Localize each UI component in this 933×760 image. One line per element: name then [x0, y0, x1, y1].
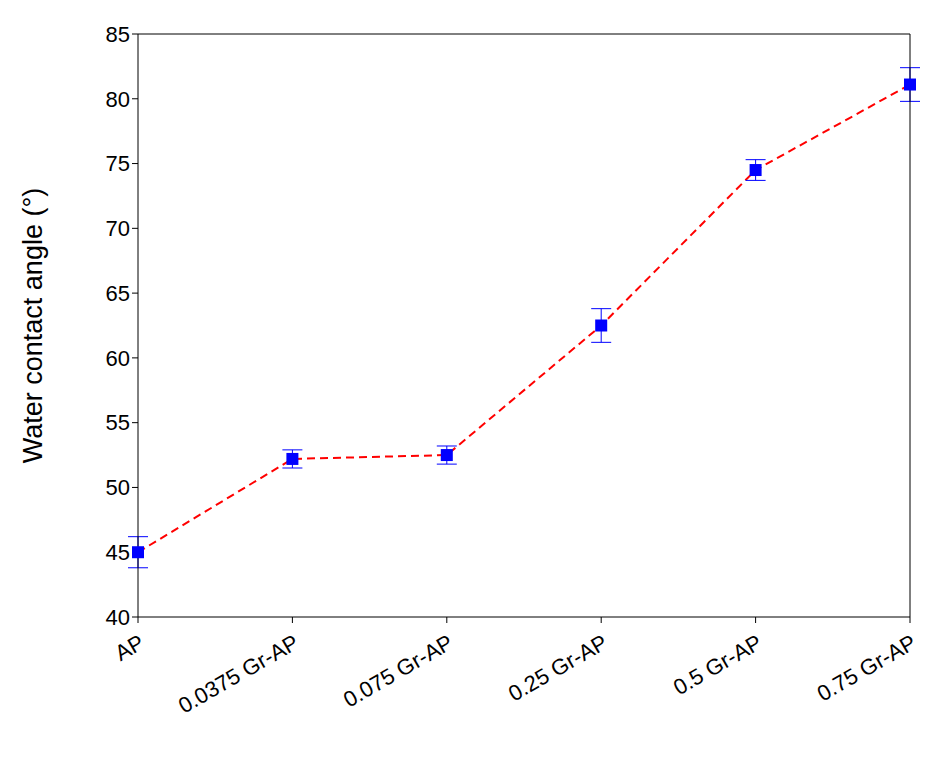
- svg-text:0.075 Gr-AP: 0.075 Gr-AP: [339, 630, 457, 713]
- svg-text:Water contact angle (°): Water contact angle (°): [18, 188, 48, 463]
- svg-text:0.5 Gr-AP: 0.5 Gr-AP: [669, 630, 766, 701]
- svg-text:75: 75: [106, 151, 130, 176]
- svg-text:0.25 Gr-AP: 0.25 Gr-AP: [504, 630, 612, 707]
- svg-text:80: 80: [106, 87, 130, 112]
- svg-text:85: 85: [106, 22, 130, 47]
- svg-text:45: 45: [106, 540, 130, 565]
- svg-text:65: 65: [106, 281, 130, 306]
- svg-text:40: 40: [106, 605, 130, 630]
- svg-text:0.0375 Gr-AP: 0.0375 Gr-AP: [174, 630, 303, 719]
- svg-text:60: 60: [106, 346, 130, 371]
- svg-text:0.75 Gr-AP: 0.75 Gr-AP: [813, 630, 921, 707]
- svg-text:AP: AP: [111, 630, 149, 666]
- svg-text:55: 55: [106, 410, 130, 435]
- svg-text:70: 70: [106, 216, 130, 241]
- svg-text:50: 50: [106, 475, 130, 500]
